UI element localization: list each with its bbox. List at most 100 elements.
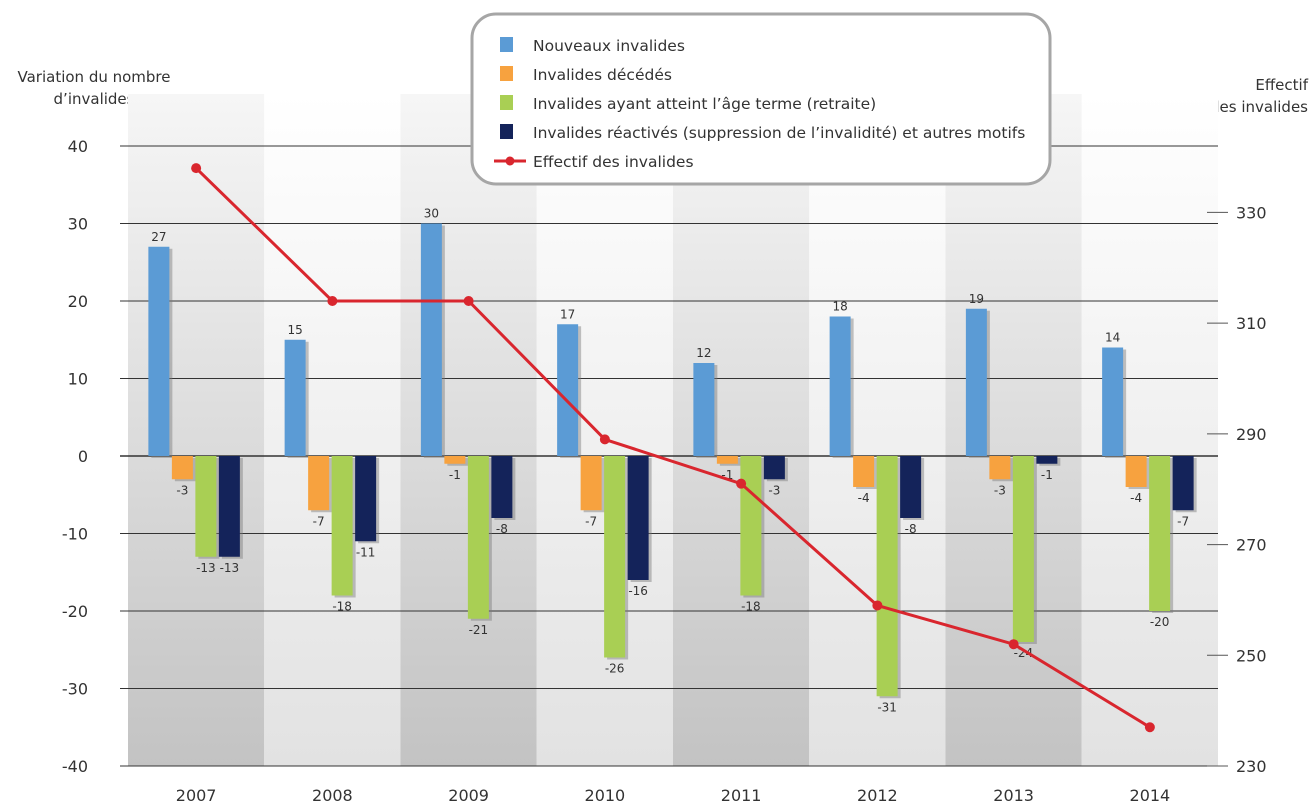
bar-label: 30 — [424, 207, 439, 221]
bar-reactives-2008 — [355, 456, 377, 542]
y-right-tick-labels: 330 310 290 270 250 230 — [1207, 203, 1267, 776]
effectif-line — [191, 163, 1155, 733]
x-tick-label: 2011 — [721, 786, 762, 805]
bar-label: 17 — [560, 307, 575, 321]
y-left-tick-label: 0 — [78, 447, 88, 466]
bar-retraite-2013 — [1012, 456, 1034, 642]
bars — [148, 223, 1197, 699]
legend-swatch-nouveaux — [500, 37, 513, 52]
bar-label: 19 — [969, 292, 984, 306]
bar-label: -3 — [768, 483, 780, 497]
x-tick-label: 2008 — [312, 786, 353, 805]
bar-label: -4 — [858, 491, 870, 505]
bar-label: 12 — [696, 346, 711, 360]
y-left-tick-label: 30 — [68, 215, 88, 234]
bar-reactives-2007 — [218, 456, 240, 557]
y-left-tick-label: -10 — [62, 525, 88, 544]
bar-reactives-2012 — [900, 456, 922, 518]
y-left-tick-labels: 40 30 20 10 0 -10 -20 -30 -40 — [62, 137, 88, 776]
bar-label: -1 — [721, 468, 733, 482]
effectif-point-2012 — [872, 600, 883, 611]
bar-label: -18 — [741, 600, 761, 614]
effectif-point-2011 — [736, 478, 747, 489]
bar-label: -7 — [585, 514, 597, 528]
legend-label-effectif: Effectif des invalides — [533, 153, 694, 171]
bar-decedes-2012 — [853, 456, 875, 487]
y-right-axis-title: Effectif des invalides — [1168, 74, 1308, 118]
bar-label: 18 — [832, 300, 847, 314]
y-right-tick-label: 270 — [1236, 536, 1267, 555]
x-tick-label: 2013 — [993, 786, 1034, 805]
x-tick-label: 2010 — [585, 786, 626, 805]
bar-reactives-2011 — [763, 456, 785, 480]
bar-decedes-2010 — [580, 456, 602, 511]
bar-decedes-2014 — [1125, 456, 1147, 487]
y-left-tick-label: 10 — [68, 370, 88, 389]
bar-label: -31 — [877, 700, 897, 714]
bar-label: -3 — [994, 483, 1006, 497]
effectif-point-2013 — [1008, 639, 1019, 650]
bar-nouveaux-2013 — [965, 308, 987, 456]
bar-decedes-2007 — [171, 456, 193, 480]
y-right-tick-label: 250 — [1236, 646, 1267, 665]
y-right-axis-title-line1: Effectif — [1255, 76, 1308, 94]
bar-nouveaux-2010 — [557, 324, 579, 456]
bar-label: -7 — [313, 514, 325, 528]
bar-label: -21 — [469, 623, 489, 637]
bar-retraite-2007 — [195, 456, 217, 557]
bar-decedes-2008 — [308, 456, 330, 511]
legend-swatch-decedes — [500, 66, 513, 81]
legend-swatch-retraite — [500, 95, 513, 110]
y-right-tick-label: 230 — [1236, 757, 1267, 776]
bar-label: -8 — [496, 522, 508, 536]
bar-nouveaux-2012 — [829, 316, 851, 456]
bar-label: -18 — [332, 600, 352, 614]
legend-swatch-reactives — [500, 124, 513, 139]
x-tick-label: 2012 — [857, 786, 898, 805]
bar-label: -13 — [196, 561, 216, 575]
effectif-point-2010 — [599, 434, 610, 445]
bar-nouveaux-2009 — [420, 223, 442, 456]
x-tick-labels: 2007 2008 2009 2010 2011 2012 2013 2014 — [176, 786, 1170, 805]
bar-retraite-2011 — [740, 456, 762, 596]
bar-retraite-2008 — [331, 456, 353, 596]
bar-label: -16 — [628, 584, 648, 598]
bar-retraite-2014 — [1149, 456, 1171, 611]
effectif-point-2009 — [463, 296, 474, 306]
bar-label: -20 — [1150, 615, 1170, 629]
y-left-axis-title: Variation du nombre d’invalides — [4, 66, 184, 110]
bar-label: -11 — [356, 545, 376, 559]
bar-decedes-2009 — [444, 456, 466, 464]
y-left-tick-label: 20 — [68, 292, 88, 311]
legend-box — [470, 12, 1052, 186]
legend-line-marker — [505, 156, 515, 166]
bar-reactives-2014 — [1172, 456, 1194, 511]
bar-reactives-2013 — [1036, 456, 1058, 464]
bar-retraite-2012 — [876, 456, 898, 697]
y-right-tick-label: 290 — [1236, 425, 1267, 444]
y-right-tick-label: 330 — [1236, 203, 1267, 222]
effectif-point-2008 — [327, 296, 338, 306]
legend-label-reactives: Invalides réactivés (suppression de l’in… — [533, 124, 1025, 142]
effectif-polyline — [195, 167, 1151, 729]
bar-label: -8 — [905, 522, 917, 536]
legend-label-decedes: Invalides décédés — [533, 66, 672, 84]
x-tick-label: 2014 — [1130, 786, 1171, 805]
x-tick-label: 2007 — [176, 786, 217, 805]
bar-nouveaux-2007 — [148, 246, 170, 456]
bar-label: 27 — [151, 230, 166, 244]
bar-reactives-2010 — [627, 456, 649, 580]
y-left-tick-label: -40 — [62, 757, 88, 776]
bar-label: -1 — [1041, 468, 1053, 482]
bar-decedes-2011 — [716, 456, 738, 464]
y-left-tick-label: -20 — [62, 602, 88, 621]
x-tick-label: 2009 — [448, 786, 489, 805]
bar-reactives-2009 — [491, 456, 513, 518]
y-right-axis-title-line2: des invalides — [1210, 98, 1308, 116]
legend: Nouveaux invalides Invalides décédés Inval… — [470, 12, 1052, 186]
bar-label: -13 — [220, 561, 240, 575]
bar-label: -3 — [176, 483, 188, 497]
bar-label: -7 — [1177, 514, 1189, 528]
bar-label: 15 — [287, 323, 302, 337]
